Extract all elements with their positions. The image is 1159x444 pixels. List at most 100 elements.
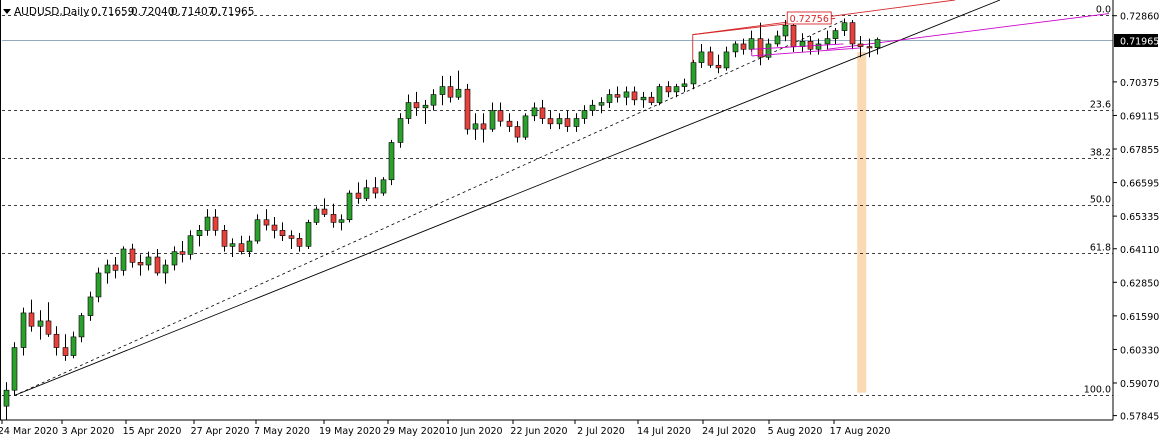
bull-candle-body bbox=[254, 219, 261, 242]
x-tick-label: 22 Jun 2020 bbox=[510, 426, 567, 437]
bull-candle-body bbox=[782, 25, 789, 37]
bull-candle-body bbox=[405, 102, 412, 119]
candle bbox=[196, 225, 203, 247]
candle bbox=[254, 214, 261, 244]
bull-candle-body bbox=[748, 38, 755, 50]
overlay-shapes: 0.72756 bbox=[692, 11, 861, 63]
current-price-text: 0.71965 bbox=[1120, 37, 1159, 48]
candle bbox=[832, 27, 839, 44]
bull-candle-body bbox=[229, 243, 236, 247]
candle bbox=[514, 121, 521, 143]
candle bbox=[229, 238, 236, 258]
x-tick-label: 15 Apr 2020 bbox=[123, 426, 182, 437]
x-tick-label: 27 Apr 2020 bbox=[191, 426, 250, 437]
candle bbox=[53, 326, 60, 356]
bull-candle-body bbox=[606, 94, 613, 103]
bear-candle-body bbox=[757, 38, 764, 58]
candle bbox=[372, 177, 379, 199]
candle bbox=[640, 91, 647, 108]
candle bbox=[95, 267, 102, 303]
x-tick-label: 29 May 2020 bbox=[383, 426, 445, 437]
bear-candle-body bbox=[330, 214, 337, 223]
bear-candle-body bbox=[564, 118, 571, 127]
bear-candle-body bbox=[263, 219, 270, 226]
x-tick-label: 7 May 2020 bbox=[254, 426, 310, 437]
y-tick-label: 0.69115 bbox=[1120, 111, 1159, 122]
magenta-channel-shape bbox=[751, 43, 844, 56]
time-axis[interactable]: 24 Mar 2020 3 Apr 2020 15 Apr 2020 27 Apr 2… bbox=[0, 420, 890, 437]
bear-candle-body bbox=[506, 120, 513, 127]
candle bbox=[204, 209, 211, 236]
bull-candle-body bbox=[640, 96, 647, 101]
candle bbox=[162, 259, 169, 284]
bear-candle-body bbox=[271, 224, 278, 231]
bear-candle-body bbox=[288, 235, 295, 239]
bear-candle-body bbox=[321, 208, 328, 215]
candle bbox=[11, 342, 18, 396]
y-tick-label: 0.72860 bbox=[1120, 12, 1159, 23]
bull-candle-body bbox=[556, 118, 563, 125]
fib-level-label: 100.0 bbox=[1084, 385, 1111, 396]
bull-candle-body bbox=[439, 86, 446, 95]
candle bbox=[363, 179, 370, 202]
candle bbox=[279, 222, 286, 242]
bear-candle-body bbox=[480, 123, 487, 130]
bull-candle-body bbox=[765, 43, 772, 58]
price-axis[interactable]: 0.72860 0.70375 0.69115 0.67855 0.66595 0.653… bbox=[1113, 12, 1159, 423]
open-value: 0.71659 bbox=[91, 6, 134, 18]
bull-candle-body bbox=[656, 86, 663, 103]
bull-candle-body bbox=[397, 118, 404, 143]
bear-candle-body bbox=[464, 88, 471, 130]
candle bbox=[346, 190, 353, 223]
candle bbox=[87, 291, 94, 321]
bull-candle-body bbox=[455, 88, 462, 98]
candle bbox=[539, 99, 546, 124]
candle bbox=[70, 331, 77, 359]
x-tick-label: 24 Mar 2020 bbox=[0, 426, 58, 437]
bear-candle-body bbox=[296, 238, 303, 247]
candle bbox=[573, 113, 580, 132]
y-tick-label: 0.57845 bbox=[1120, 412, 1159, 423]
candle bbox=[112, 257, 119, 279]
candle bbox=[321, 198, 328, 218]
bear-candle-body bbox=[112, 264, 119, 271]
bull-candle-body bbox=[430, 94, 437, 106]
y-tick-label: 0.70375 bbox=[1120, 78, 1159, 89]
fib-level-label: 23.6 bbox=[1090, 100, 1111, 111]
bull-candle-body bbox=[723, 51, 730, 69]
fib-level-label: 38.2 bbox=[1090, 148, 1111, 159]
bear-candle-body bbox=[707, 51, 714, 66]
candle bbox=[422, 99, 429, 124]
candle bbox=[648, 91, 655, 106]
candle bbox=[355, 182, 362, 204]
candle bbox=[288, 230, 295, 250]
bull-candle-body bbox=[581, 110, 588, 119]
candle bbox=[690, 59, 697, 90]
collapse-arrow-icon[interactable] bbox=[3, 9, 11, 14]
bull-candle-body bbox=[732, 43, 739, 53]
price-label-box bbox=[786, 11, 832, 25]
candle bbox=[397, 113, 404, 148]
x-tick-label: 2 Jul 2020 bbox=[577, 426, 625, 437]
y-tick-label: 0.60330 bbox=[1120, 345, 1159, 356]
candle bbox=[296, 233, 303, 252]
lower-channel-line bbox=[826, 13, 1110, 50]
candle bbox=[447, 75, 454, 103]
y-tick-label: 0.64110 bbox=[1120, 245, 1159, 256]
magenta-base-line bbox=[751, 47, 861, 57]
bull-candle-body bbox=[162, 264, 169, 274]
candle bbox=[849, 19, 856, 50]
bear-candle-body bbox=[212, 216, 219, 231]
chart-header: AUDUSD,Daily 0.71659 0.72040 0.71407 0.7… bbox=[3, 6, 254, 18]
candle bbox=[20, 307, 27, 356]
candle bbox=[531, 102, 538, 122]
candle bbox=[305, 219, 312, 250]
candle bbox=[439, 75, 446, 106]
bear-candle-body bbox=[614, 94, 621, 98]
candle bbox=[506, 113, 513, 132]
bear-candle-body bbox=[62, 347, 69, 356]
candle bbox=[405, 94, 412, 124]
candle bbox=[145, 251, 152, 271]
